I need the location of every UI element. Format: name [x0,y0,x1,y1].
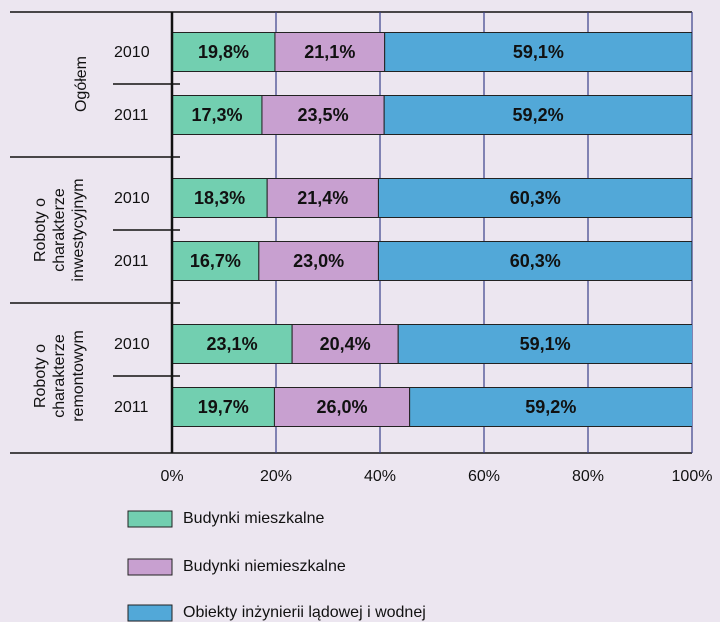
y-tick-label: 2010 [114,190,150,207]
data-label: 17,3% [191,105,242,125]
data-label: 16,7% [190,251,241,271]
data-label: 21,1% [304,42,355,62]
bar-segment [273,387,411,427]
group-label: Ogółem [73,56,90,112]
legend-label: Obiekty inżynierii lądowej i wodnej [183,604,426,621]
bar-segment [291,324,399,364]
group-label: Roboty o charakterze remontowym [32,330,87,422]
bar-segment [172,95,263,135]
legend-swatch [127,604,173,622]
bar-segment [266,178,379,218]
y-tick-label: 2011 [114,107,149,124]
data-label: 59,1% [513,42,564,62]
data-label: 19,7% [198,397,249,417]
x-tick-label: 0% [160,468,183,485]
x-tick-label: 80% [572,468,604,485]
data-label: 19,8% [198,42,249,62]
legend-swatch [127,510,173,528]
data-label: 26,0% [317,397,368,417]
bar-segment [172,387,275,427]
data-label: 60,3% [510,251,561,271]
y-tick-label: 2010 [114,44,150,61]
bar-segment [377,241,692,281]
bar-segment [409,387,692,427]
legend-label: Budynki mieszkalne [183,510,325,527]
data-label: 59,1% [520,334,571,354]
grid [171,12,693,453]
data-label: 23,1% [207,334,258,354]
data-label: 59,2% [513,105,564,125]
legend-label: Budynki niemieszkalne [183,558,346,575]
bar-segment [397,324,692,364]
data-label: 23,0% [293,251,344,271]
bar-segment [384,32,692,72]
bar-segment [172,324,293,364]
bar-segment [261,95,385,135]
bar-segment [274,32,386,72]
legend-swatch [127,558,173,576]
x-tick-label: 100% [672,468,713,485]
bar-segment [172,241,260,281]
data-label: 18,3% [194,188,245,208]
bar-segment [383,95,692,135]
y-tick-label: 2011 [114,253,149,270]
labels: 0% 20% 40% 60% 80% 100% 2010 19,8% 21,1% 59,1% 201… [32,42,713,622]
bar-segment [377,178,692,218]
bars [172,32,692,427]
bar-segment [258,241,379,281]
bar-segment [172,32,276,72]
data-label: 23,5% [298,105,349,125]
data-label: 60,3% [510,188,561,208]
group-label: Roboty o charakterze inwestycyjnym [32,178,87,281]
y-tick-label: 2011 [114,399,149,416]
data-label: 21,4% [297,188,348,208]
data-label: 59,2% [525,397,576,417]
y-tick-label: 2010 [114,336,150,353]
x-tick-label: 40% [364,468,396,485]
x-tick-label: 60% [468,468,500,485]
x-tick-label: 20% [260,468,292,485]
data-label: 20,4% [320,334,371,354]
